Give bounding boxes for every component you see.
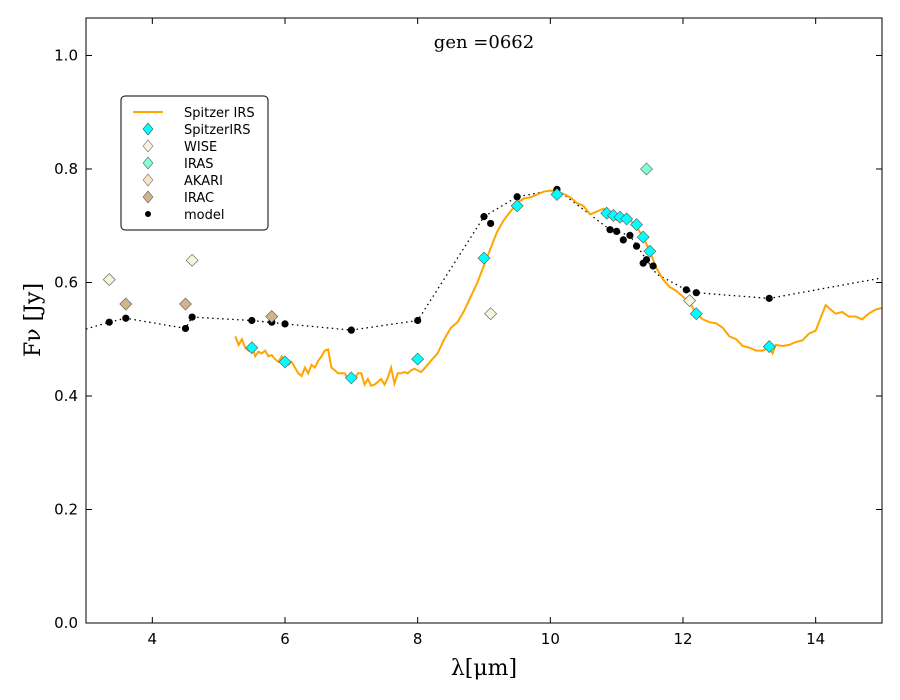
y-tick-label: 0.4: [54, 387, 78, 405]
point-model: [626, 231, 634, 239]
legend-label-akari: AKARI: [184, 174, 223, 189]
plot-area: [85, 162, 883, 388]
point-model: [181, 324, 190, 333]
y-axis-ticks: 0.0 0.2 0.4 0.6 0.8 1.0: [54, 46, 882, 632]
y-tick-label: 0.0: [54, 614, 78, 632]
point-wise: [185, 253, 199, 267]
point-irac: [265, 310, 279, 323]
x-axis-ticks: 4 6 8 10 12 14: [148, 18, 825, 648]
x-tick-label: 14: [806, 630, 825, 648]
point-model: [347, 326, 355, 334]
y-tick-label: 0.2: [54, 500, 78, 518]
point-iras: [640, 162, 653, 176]
point-model: [414, 316, 422, 325]
x-tick-label: 6: [280, 630, 290, 648]
point-spitzerirs: [689, 307, 703, 321]
point-spitzerirs: [630, 218, 643, 232]
point-spitzerirs: [550, 188, 564, 201]
point-model: [642, 256, 651, 264]
chart-title: gen =0662: [434, 32, 534, 53]
y-axis-label: Fν [Jy]: [21, 283, 46, 357]
x-axis-label: λ[μm]: [451, 656, 517, 681]
legend-label-iras: IRAS: [184, 157, 214, 172]
legend-label-wise: WISE: [184, 140, 217, 155]
point-irac: [119, 297, 133, 311]
legend-box: [120, 95, 269, 231]
y-tick-label: 0.8: [54, 160, 78, 178]
point-spitzerirs: [278, 355, 292, 369]
series-line-model-curve: [85, 188, 883, 331]
y-tick-label: 1.0: [54, 46, 78, 64]
legend-swatch-iras: [142, 156, 154, 170]
point-model: [105, 318, 113, 326]
point-model: [188, 313, 196, 321]
point-wise: [683, 294, 697, 308]
point-model: [248, 316, 256, 325]
x-tick-label: 8: [413, 630, 423, 648]
legend-swatch-wise: [142, 139, 154, 153]
point-spitzerirs: [344, 371, 358, 385]
point-irac: [179, 297, 192, 311]
y-tick-label: 0.6: [54, 273, 78, 291]
point-spitzerirs: [762, 340, 776, 354]
point-model: [632, 242, 641, 250]
point-spitzerirs: [477, 251, 491, 265]
point-spitzerirs: [510, 199, 524, 213]
x-tick-label: 4: [148, 630, 158, 648]
point-model: [692, 289, 700, 297]
legend: Spitzer IRS SpitzerIRS WISE IRAS AKARI I…: [120, 95, 269, 231]
point-wise: [102, 273, 116, 287]
point-model: [281, 320, 289, 328]
point-model: [613, 227, 621, 235]
legend-swatch-irac: [142, 190, 154, 204]
x-tick-label: 12: [673, 630, 692, 648]
point-model: [619, 236, 627, 244]
point-spitzerirs: [620, 212, 634, 226]
point-model: [649, 262, 657, 270]
point-spitzerirs: [411, 352, 425, 366]
point-model: [122, 314, 130, 322]
legend-label-spitzerirs: SpitzerIRS: [184, 123, 251, 138]
point-spitzerirs: [245, 341, 259, 355]
point-model: [606, 226, 614, 234]
legend-label-spitzer-irs-line: Spitzer IRS: [184, 106, 255, 121]
x-tick-label: 10: [541, 630, 560, 648]
series-line-spitzer-irs: [234, 189, 883, 388]
legend-label-irac: IRAC: [184, 191, 214, 206]
point-model: [513, 193, 521, 201]
axes: 4 6 8 10 12 14 0.0 0.2 0.4 0.6 0.8 1.0: [54, 17, 883, 648]
point-model: [765, 294, 773, 302]
legend-swatch-model: [145, 211, 151, 217]
plot-frame: [85, 17, 883, 624]
point-wise: [484, 307, 498, 321]
point-spitzerirs: [636, 230, 650, 244]
point-model: [487, 219, 495, 228]
point-model: [682, 286, 690, 294]
legend-swatch-spitzerirs: [142, 122, 154, 136]
point-model: [480, 213, 488, 221]
point-spitzerirs: [600, 206, 614, 220]
legend-swatch-akari: [142, 173, 154, 187]
point-spitzerirs: [643, 244, 657, 258]
legend-label-model: model: [184, 208, 224, 223]
